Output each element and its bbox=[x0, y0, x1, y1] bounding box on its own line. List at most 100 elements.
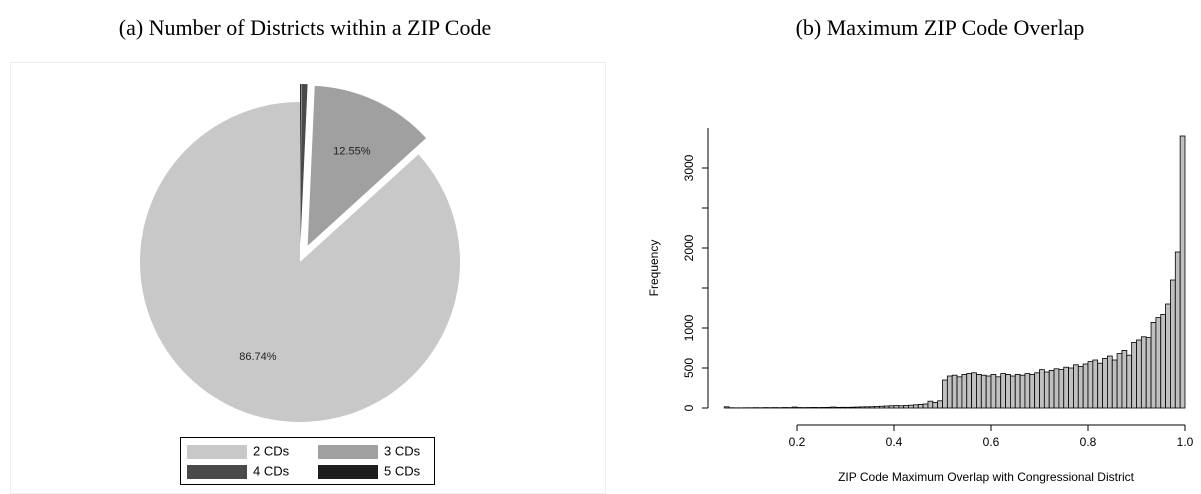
histogram-bar bbox=[849, 406, 856, 409]
histogram-bar bbox=[1068, 367, 1074, 409]
histogram-bar bbox=[961, 373, 968, 409]
histogram-bar bbox=[1024, 373, 1031, 409]
histogram-bar bbox=[1077, 365, 1084, 409]
histogram-bar bbox=[990, 373, 997, 409]
histogram-bar bbox=[908, 404, 914, 409]
histogram-bar bbox=[864, 406, 871, 409]
data-label: 86.74% bbox=[239, 351, 277, 363]
pie-slice bbox=[307, 85, 427, 246]
x-tick-label: 0.8 bbox=[1080, 435, 1097, 449]
histogram-bar bbox=[971, 372, 977, 409]
chart-title: (a) Number of Districts within a ZIP Cod… bbox=[119, 15, 492, 40]
histogram-bar bbox=[917, 403, 924, 409]
y-tick-label: 2000 bbox=[682, 234, 696, 261]
histogram-bar bbox=[1136, 339, 1142, 409]
histogram-bar bbox=[888, 405, 895, 409]
histogram-bar bbox=[879, 405, 885, 409]
data-label: 12.55% bbox=[333, 145, 371, 157]
histogram-bar bbox=[1174, 251, 1181, 409]
histogram-bar bbox=[859, 406, 866, 409]
histogram-bar bbox=[840, 406, 846, 409]
histogram-bar bbox=[995, 376, 1002, 409]
histogram-bar bbox=[1005, 373, 1011, 409]
histogram-bar bbox=[1170, 279, 1176, 409]
histogram-bar bbox=[951, 374, 958, 409]
y-tick-label: 3000 bbox=[682, 154, 696, 181]
histogram-bar bbox=[1082, 363, 1089, 409]
histogram-bar bbox=[1179, 135, 1186, 409]
histogram-bar bbox=[976, 373, 982, 409]
pie-slice bbox=[140, 102, 461, 422]
histogram-bar bbox=[811, 407, 817, 409]
histogram-bar bbox=[1043, 371, 1050, 409]
histogram-bar bbox=[830, 406, 837, 409]
x-tick-label: 0.2 bbox=[789, 435, 806, 449]
y-axis-label: Frequency bbox=[647, 240, 661, 297]
histogram-bar bbox=[942, 379, 948, 409]
histogram-bar bbox=[966, 373, 972, 409]
histogram-bar bbox=[854, 406, 861, 409]
histogram-bar bbox=[835, 406, 842, 409]
histogram-bar bbox=[946, 375, 953, 409]
histogram-bar bbox=[1111, 359, 1118, 409]
histogram-bar bbox=[913, 404, 919, 409]
histogram-bar bbox=[1019, 374, 1026, 409]
histogram-bar bbox=[956, 376, 963, 409]
histogram-bar bbox=[869, 406, 875, 409]
x-tick-label: 0.4 bbox=[886, 435, 903, 449]
histogram-bar bbox=[937, 400, 943, 409]
histogram-bar bbox=[791, 406, 798, 409]
chart-title: (b) Maximum ZIP Code Overlap bbox=[796, 15, 1085, 40]
histogram-bar bbox=[1014, 373, 1021, 409]
histogram-bar bbox=[1131, 341, 1137, 409]
y-tick-label: 500 bbox=[682, 358, 696, 378]
histogram-bar bbox=[893, 405, 900, 409]
histogram-bar bbox=[1140, 336, 1147, 409]
histogram-bar bbox=[845, 406, 851, 409]
x-axis-label: ZIP Code Maximum Overlap with Congressio… bbox=[838, 470, 1135, 484]
histogram-bar bbox=[898, 405, 905, 409]
legend-label: 4 CDs bbox=[253, 463, 290, 478]
y-tick-label: 1000 bbox=[682, 314, 696, 341]
histogram-bar bbox=[1097, 362, 1103, 409]
histogram-bar bbox=[1058, 369, 1065, 409]
histogram-bar bbox=[1160, 313, 1166, 409]
histogram-bar bbox=[1150, 321, 1157, 409]
histogram-bar bbox=[1092, 359, 1099, 409]
histogram-bar bbox=[1039, 369, 1045, 409]
histogram-bar bbox=[1034, 372, 1040, 409]
legend-swatch bbox=[318, 445, 378, 459]
histogram-bar bbox=[1102, 357, 1108, 409]
histogram-bar bbox=[1107, 355, 1113, 409]
y-tick-label: 0 bbox=[682, 404, 696, 411]
histogram-bar bbox=[874, 406, 880, 409]
histogram-bar bbox=[1000, 373, 1006, 409]
histogram-bar bbox=[1116, 353, 1123, 409]
x-tick-label: 0.6 bbox=[983, 435, 1000, 449]
histogram-bar bbox=[1029, 373, 1036, 409]
pie-slice bbox=[300, 84, 302, 245]
histogram-bar bbox=[1126, 354, 1133, 409]
legend-label: 5 CDs bbox=[384, 463, 421, 478]
histogram-bar bbox=[922, 403, 929, 409]
x-tick-label: 1.0 bbox=[1177, 435, 1194, 449]
histogram-bar bbox=[883, 405, 890, 409]
histogram-bar bbox=[1048, 369, 1055, 409]
histogram-bar bbox=[1010, 375, 1016, 409]
legend-label: 3 CDs bbox=[384, 443, 421, 458]
legend-swatch bbox=[187, 445, 247, 459]
histogram-bar bbox=[927, 400, 934, 409]
legend-swatch bbox=[318, 465, 378, 479]
histogram-bar bbox=[903, 405, 909, 409]
histogram-bar bbox=[1155, 317, 1162, 409]
histogram-bar bbox=[985, 375, 992, 409]
histogram-bar bbox=[1145, 337, 1152, 409]
histogram-bar bbox=[1121, 349, 1128, 409]
histogram-bar bbox=[980, 374, 987, 409]
histogram-bar bbox=[1063, 366, 1069, 409]
legend-swatch bbox=[187, 465, 247, 479]
histogram-bar bbox=[723, 406, 730, 409]
legend-label: 2 CDs bbox=[253, 443, 290, 458]
histogram-bar bbox=[1053, 368, 1060, 409]
